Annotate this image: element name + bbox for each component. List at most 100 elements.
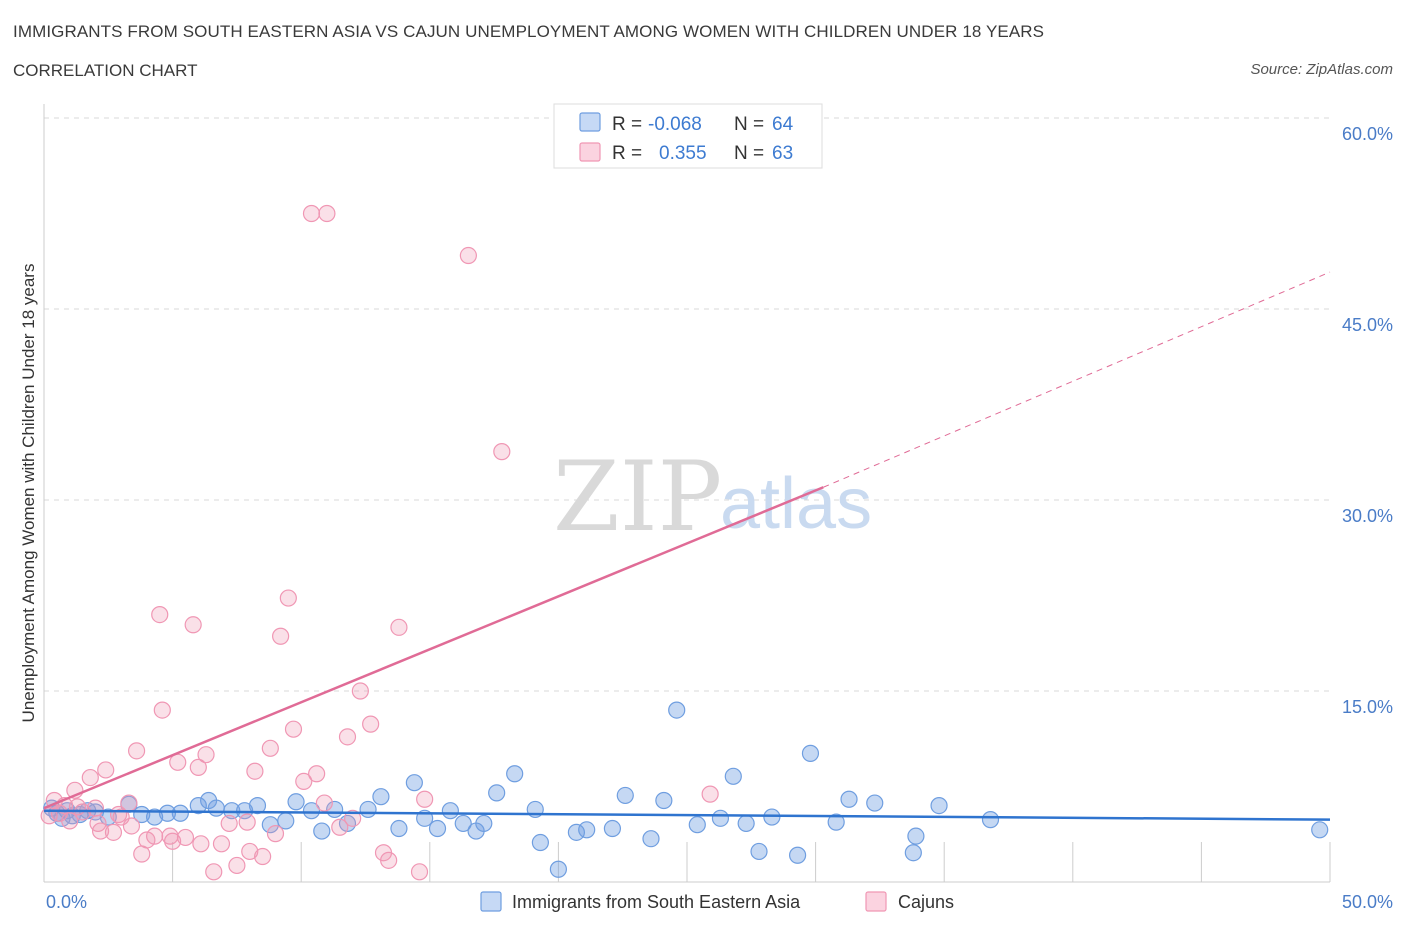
bottom-legend-label-cajuns: Cajuns bbox=[898, 892, 954, 912]
point-immigrants-51 bbox=[724, 767, 742, 785]
point-immigrants-44 bbox=[603, 819, 622, 838]
point-immigrants-38 bbox=[506, 765, 524, 783]
point-cajuns-56 bbox=[164, 832, 182, 850]
point-cajuns-26 bbox=[220, 814, 238, 833]
point-immigrants-41 bbox=[549, 860, 568, 878]
point-immigrants-24 bbox=[313, 822, 331, 840]
point-immigrants-56 bbox=[801, 744, 820, 762]
x-tick-label-min: 0.0% bbox=[46, 892, 87, 912]
point-immigrants-29 bbox=[390, 819, 408, 838]
y-tick-label-15: 15.0% bbox=[1342, 697, 1393, 717]
point-immigrants-50 bbox=[711, 809, 730, 827]
point-cajuns-40 bbox=[338, 728, 357, 746]
point-immigrants-36 bbox=[475, 814, 493, 833]
point-immigrants-37 bbox=[488, 784, 506, 802]
legend-n-value-2: 63 bbox=[772, 143, 793, 164]
point-cajuns-24 bbox=[205, 863, 223, 881]
point-cajuns-35 bbox=[295, 772, 313, 791]
point-cajuns-27 bbox=[228, 856, 246, 875]
point-cajuns-58 bbox=[241, 842, 259, 861]
y-tick-label-30: 30.0% bbox=[1342, 506, 1393, 526]
point-cajuns-55 bbox=[122, 817, 141, 835]
point-immigrants-47 bbox=[655, 791, 673, 810]
point-immigrants-22 bbox=[287, 793, 305, 811]
point-immigrants-11 bbox=[145, 808, 164, 826]
point-cajuns-37 bbox=[308, 765, 326, 783]
point-immigrants-43 bbox=[578, 821, 596, 839]
point-immigrants-28 bbox=[372, 788, 390, 806]
point-cajuns-22 bbox=[189, 758, 207, 777]
point-cajuns-61 bbox=[266, 825, 285, 843]
point-immigrants-59 bbox=[866, 794, 884, 812]
point-immigrants-30 bbox=[405, 774, 423, 792]
point-immigrants-14 bbox=[189, 796, 207, 815]
point-cajuns-9 bbox=[97, 761, 115, 779]
point-cajuns-36 bbox=[302, 204, 321, 223]
point-immigrants-49 bbox=[688, 816, 706, 834]
point-immigrants-57 bbox=[827, 813, 845, 831]
bottom-legend-label-immigrants: Immigrants from South Eastern Asia bbox=[512, 892, 801, 912]
point-cajuns-16 bbox=[145, 827, 164, 845]
legend-n-label-2: N = bbox=[734, 143, 764, 164]
x-tick-label-max: 50.0% bbox=[1342, 892, 1393, 912]
legend-swatch-pink bbox=[579, 142, 601, 162]
point-immigrants-26 bbox=[338, 814, 357, 833]
point-cajuns-15 bbox=[138, 831, 156, 849]
point-immigrants-64 bbox=[1311, 821, 1329, 839]
point-immigrants-45 bbox=[616, 786, 634, 805]
point-cajuns-13 bbox=[127, 742, 146, 760]
gridlines bbox=[44, 117, 1330, 692]
point-immigrants-53 bbox=[750, 842, 768, 861]
point-cajuns-20 bbox=[176, 828, 195, 847]
source-label: Source: ZipAtlas.com bbox=[1250, 61, 1393, 78]
point-immigrants-40 bbox=[531, 833, 549, 852]
point-immigrants-58 bbox=[840, 790, 858, 808]
trend-line-cajuns-extension bbox=[823, 271, 1331, 488]
chart-subtitle: CORRELATION CHART bbox=[13, 61, 198, 80]
point-immigrants-19 bbox=[248, 796, 267, 815]
legend-n-label-1: N = bbox=[734, 114, 764, 135]
point-cajuns-62 bbox=[701, 785, 719, 803]
point-immigrants-33 bbox=[441, 802, 459, 820]
point-immigrants-48 bbox=[668, 701, 686, 719]
y-tick-label-45: 45.0% bbox=[1342, 315, 1393, 335]
point-cajuns-28 bbox=[238, 813, 256, 831]
point-immigrants-8 bbox=[99, 808, 117, 826]
point-immigrants-32 bbox=[428, 819, 447, 838]
point-cajuns-44 bbox=[380, 851, 398, 869]
point-cajuns-45 bbox=[390, 618, 408, 636]
correlation-legend: R = -0.068 N = 64 R = 0.355 N = 63 bbox=[553, 103, 823, 169]
point-cajuns-38 bbox=[315, 794, 333, 812]
point-immigrants-55 bbox=[788, 846, 807, 864]
point-immigrants-61 bbox=[907, 827, 925, 845]
point-cajuns-53 bbox=[91, 822, 110, 840]
point-cajuns-59 bbox=[331, 818, 349, 836]
point-cajuns-42 bbox=[362, 715, 380, 733]
point-immigrants-46 bbox=[642, 830, 660, 848]
point-cajuns-48 bbox=[459, 246, 477, 265]
point-cajuns-41 bbox=[351, 682, 369, 700]
point-cajuns-39 bbox=[318, 204, 336, 223]
point-immigrants-52 bbox=[737, 814, 755, 833]
series-immigrants-points bbox=[43, 701, 1329, 878]
point-cajuns-57 bbox=[192, 835, 210, 853]
point-cajuns-49 bbox=[493, 443, 511, 461]
point-cajuns-34 bbox=[284, 720, 303, 738]
bottom-legend-swatch-blue bbox=[480, 891, 502, 912]
point-cajuns-54 bbox=[109, 805, 128, 824]
bottom-legend-swatch-pink bbox=[865, 891, 887, 912]
point-cajuns-25 bbox=[212, 835, 231, 853]
point-cajuns-23 bbox=[197, 746, 215, 764]
point-immigrants-34 bbox=[454, 814, 472, 833]
point-immigrants-63 bbox=[981, 811, 1000, 829]
point-cajuns-60 bbox=[344, 809, 362, 827]
trend-line-cajuns bbox=[43, 486, 824, 810]
legend-r-label-1: R = bbox=[612, 114, 642, 135]
point-immigrants-60 bbox=[904, 844, 922, 862]
trend-lines bbox=[43, 271, 1331, 821]
watermark-zip: ZIP bbox=[553, 441, 722, 553]
y-axis-tick-labels: 15.0% 30.0% 45.0% 60.0% bbox=[1342, 124, 1393, 717]
point-cajuns-32 bbox=[272, 627, 290, 645]
legend-r-value-1: -0.068 bbox=[648, 114, 702, 135]
